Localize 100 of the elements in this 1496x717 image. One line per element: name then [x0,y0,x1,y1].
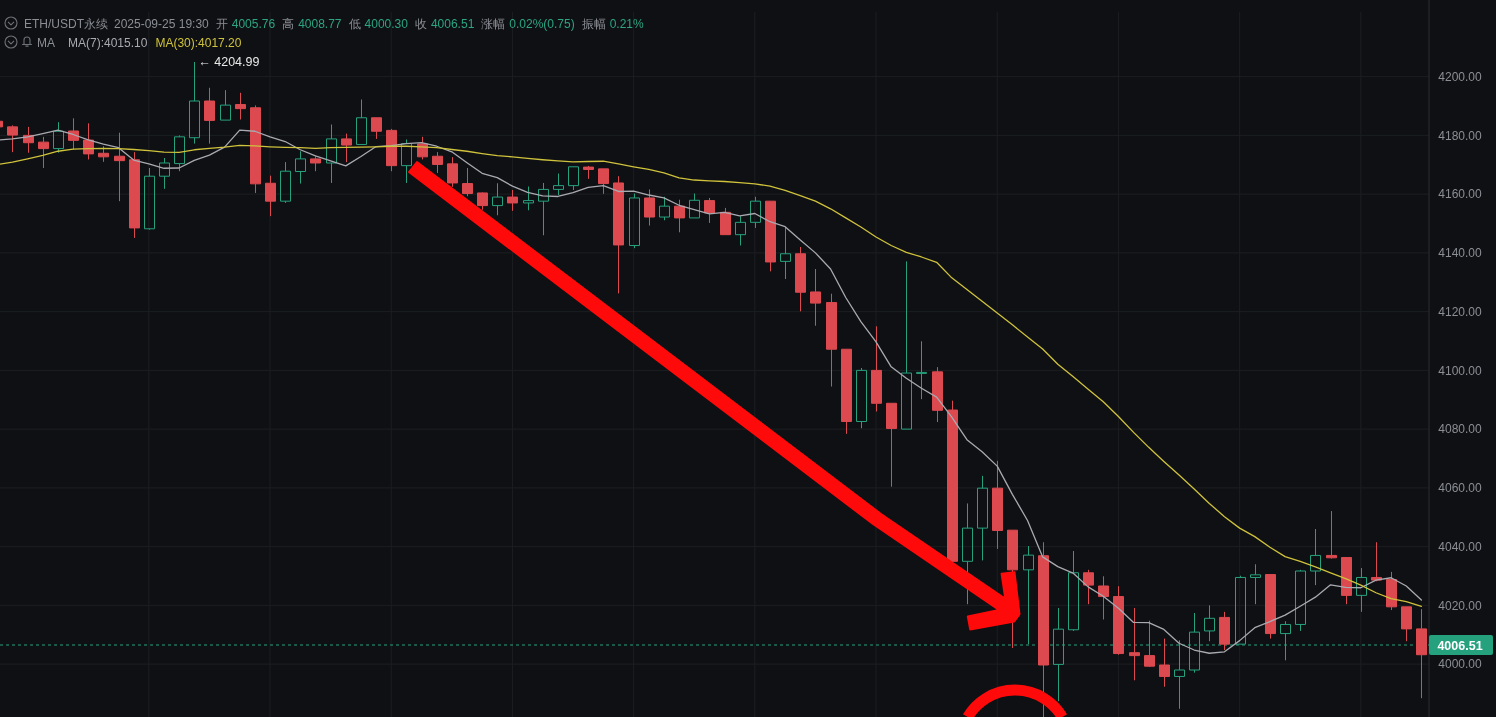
candlestick [1113,585,1124,656]
candlestick [1204,604,1215,642]
candlestick [613,175,624,294]
candlestick [795,246,806,312]
candlestick [523,185,534,211]
candlestick [265,175,276,217]
candlestick [1386,571,1397,611]
candlestick [674,199,685,233]
y-tick-label: 4180.00 [1438,128,1483,143]
candlestick [1159,638,1170,688]
y-tick-label: 4060.00 [1438,481,1483,496]
candlestick [720,207,731,236]
candlestick [750,196,761,229]
candlestick [1038,541,1049,717]
candlestick [553,173,564,196]
candlestick [1371,541,1382,582]
candlestick [174,134,185,172]
candlestick [659,196,670,221]
candlestick [689,193,700,219]
candlestick [492,182,503,216]
chart-subtitle: 2025-09-25 19:30 [114,16,210,31]
y-tick-label: 4040.00 [1438,539,1483,554]
annotation: 0.21% [609,16,645,31]
candlestick [159,157,170,190]
annotation: 4005.76 [231,16,276,31]
candlestick [735,215,746,247]
y-tick-label: 4000.00 [1438,657,1483,672]
candlestick [356,99,367,145]
y-tick-label: 4140.00 [1438,246,1483,261]
legend-title: MA [37,35,55,50]
annotation: ← 4204.99 [198,55,260,70]
y-tick-label: 4100.00 [1438,363,1483,378]
candlestick [114,132,125,202]
candlestick [341,133,352,163]
text: MA(7):4015.10 [68,35,148,50]
candlestick [886,402,897,488]
candlestick [1129,607,1140,681]
candlestick [507,189,518,212]
candlestick [53,121,64,154]
candlestick [1219,611,1230,651]
candlestick [1265,574,1276,640]
candlestick [780,226,791,280]
chart-title: ETH/USDT永续 [24,16,108,31]
candlestick [204,87,215,145]
candlestick [856,367,867,429]
candlestick [250,104,261,194]
annotation: 涨幅 [481,16,506,31]
candlestick [432,151,443,174]
candlestick [992,460,1003,550]
candlestick [765,200,776,272]
candlestick [947,400,958,563]
candlestick [1341,556,1352,605]
candlestick [1310,528,1321,586]
candlestick [704,197,715,224]
candlestick [220,89,231,121]
candlestick [1083,569,1094,605]
candlestick [538,182,549,236]
candlestick [1250,563,1261,605]
y-tick-label: 4200.00 [1438,69,1483,84]
annotation: 开 [215,16,228,31]
candlestick [1295,569,1306,632]
ref-line-label: 4006.51 [1437,638,1483,653]
candlestick [7,124,18,153]
candlestick [462,167,473,197]
candlestick [235,92,246,121]
candlestick [477,191,488,211]
candlestick [629,193,640,249]
candlestick [841,348,852,435]
annotation: 高 [282,16,295,31]
candlestick [568,166,579,191]
candlestick [326,124,337,184]
candlestick [916,340,927,400]
candlestick [280,161,291,204]
candlestick [1401,606,1412,642]
annotation: 4006.51 [430,16,475,31]
text: MA(30):4017.20 [155,35,242,50]
candlestick [810,268,821,327]
candlestick [144,167,155,231]
candlestick [901,260,912,430]
annotation: 低 [348,16,361,31]
y-tick-label: 4080.00 [1438,422,1483,437]
y-tick-label: 4160.00 [1438,187,1483,202]
candlestick [189,61,200,145]
y-tick-label: 4120.00 [1438,304,1483,319]
candlestick [371,117,382,140]
y-tick-label: 4020.00 [1438,598,1483,613]
candlestick [932,366,943,423]
candlestick [129,151,140,239]
candlestick [401,138,412,184]
candlestick [1068,550,1079,632]
candlestick [310,155,321,172]
annotation: 收 [414,16,427,31]
candlestick [826,293,837,388]
candlestick [1144,620,1155,668]
candlestick [447,156,458,188]
candlestick [977,475,988,561]
candlestick [1326,510,1337,560]
candlestick [1416,608,1427,699]
annotation: 振幅 [581,16,606,31]
annotation: 4008.77 [298,16,342,31]
